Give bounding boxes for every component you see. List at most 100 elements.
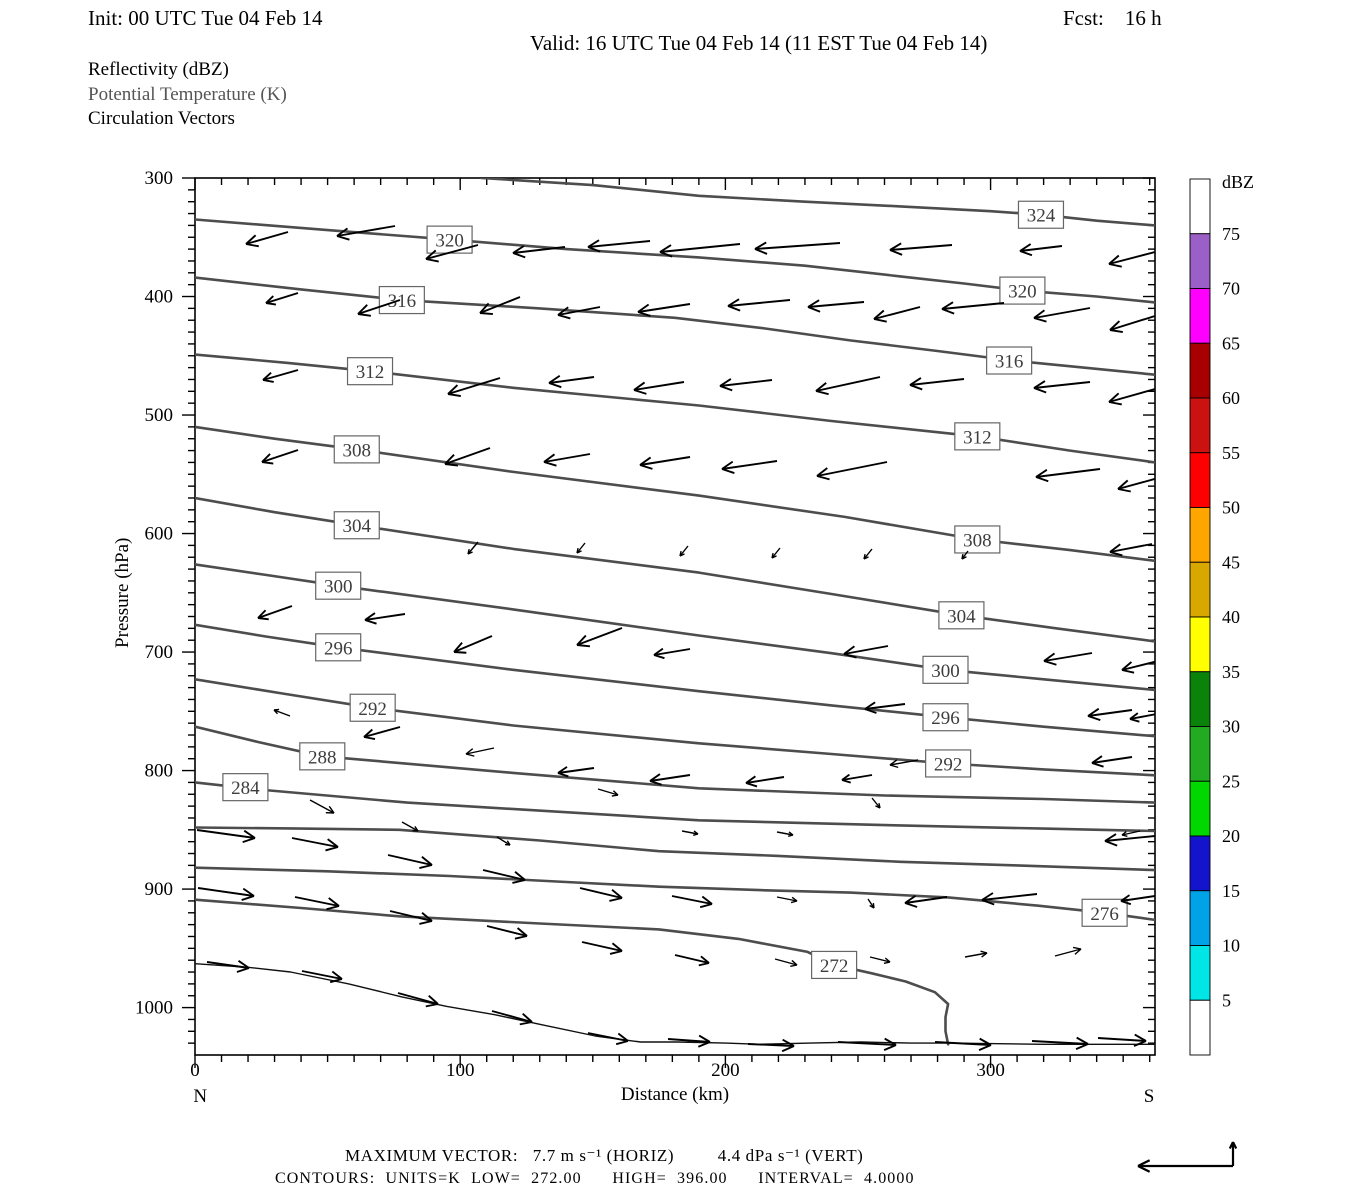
contour-label-text: 312 [963, 427, 992, 448]
vector-arrow [486, 925, 528, 940]
vector-arrow [1091, 755, 1133, 768]
vector-arrow [871, 797, 881, 809]
contour-line-292 [195, 678, 1155, 777]
vector-arrow [496, 836, 511, 846]
contour-line-296 [195, 623, 1155, 738]
colorbar-segment [1189, 835, 1211, 892]
x-tick-label: 200 [711, 1060, 740, 1081]
vector-arrow [816, 461, 888, 481]
contour-label-text: 304 [947, 606, 976, 627]
vector-arrow [904, 895, 948, 908]
vector-arrow [1043, 652, 1093, 666]
vector-arrow [557, 766, 595, 778]
contour-line-276 [195, 866, 1155, 922]
y-tick-label: 800 [145, 761, 174, 782]
vector-arrow [633, 381, 685, 395]
contour-label-text: 276 [1090, 904, 1119, 925]
contour-lines [195, 178, 1155, 1046]
vector-arrow [1087, 707, 1133, 722]
axes: 0 100 200 300 300 400 500 600 700 800 900 1000 Dista… [112, 168, 1156, 1107]
vector-arrow [389, 910, 433, 925]
vector-arrow [467, 541, 479, 555]
vector-arrow [659, 243, 741, 258]
contour-label-box [938, 601, 985, 630]
contour-label-box [346, 357, 394, 386]
vector-arrow [841, 773, 873, 784]
colorbar-tick-label: 15 [1222, 881, 1240, 901]
reference-vector-legend [1137, 1141, 1238, 1173]
contour-label-box [315, 571, 362, 600]
vector-arrow [1109, 543, 1153, 557]
vector-arrow [719, 378, 773, 392]
contour-label-text: 296 [324, 638, 353, 659]
contour-label-text: 300 [931, 661, 960, 682]
colorbar-segment [1189, 726, 1211, 782]
vector-arrow [674, 954, 710, 967]
vector-arrow [1120, 894, 1155, 906]
vector-arrow [679, 545, 689, 557]
colorbar-segment [1189, 288, 1211, 344]
vector-arrow [639, 456, 691, 470]
vector-arrow [597, 788, 619, 797]
vector-arrow [867, 898, 875, 909]
contour-label-box [315, 633, 362, 662]
contour-label-box [1081, 898, 1128, 927]
vector-arrow [745, 775, 785, 788]
vector-arrow [548, 374, 595, 389]
vector-arrow [1117, 477, 1155, 493]
contour-line-284 [195, 781, 1155, 833]
vector-field [196, 225, 1155, 1053]
contour-label-text: 320 [1008, 282, 1037, 303]
colorbar-segment [1189, 945, 1211, 1001]
vector-arrow [964, 950, 988, 958]
vector-arrow [1108, 251, 1155, 268]
vector-arrow [197, 887, 255, 901]
vector-arrow [863, 548, 873, 560]
vector-arrow [864, 701, 906, 714]
contour-label-box [922, 703, 969, 732]
contour-label-box [333, 435, 380, 464]
contour-label-text: 292 [934, 754, 963, 775]
colorbar-tick-label: 75 [1222, 224, 1240, 244]
contour-labels: 320 316 312 308 304 300 296 292 288 284 324 320 316 3… [222, 200, 1128, 980]
vector-arrow [649, 773, 691, 786]
y-tick-label: 900 [145, 879, 174, 900]
x-axis-title: Distance (km) [621, 1084, 729, 1105]
plot-border [194, 177, 1156, 1056]
vector-arrow [265, 292, 299, 306]
vector-arrow [1121, 660, 1155, 674]
vector-arrow [1109, 315, 1155, 333]
field-label-reflectivity: Reflectivity (dBZ) [88, 59, 229, 80]
vector-arrow [869, 956, 891, 965]
surface-line [195, 963, 1155, 1045]
contour-label-text: 292 [358, 699, 387, 720]
colorbar-tick-label: 45 [1222, 552, 1240, 572]
contour-label-box [299, 742, 346, 771]
vector-arrow [364, 612, 406, 625]
vector-arrow [587, 239, 651, 253]
vector-arrow [961, 550, 969, 560]
colorbar-segment [1189, 397, 1211, 454]
vector-arrow [721, 460, 778, 474]
y-tick-label: 1000 [135, 998, 173, 1019]
colorbar-segment [1189, 616, 1211, 673]
vector-arrow [387, 854, 433, 869]
vector-arrow [245, 231, 289, 248]
contour-label-box [922, 655, 969, 684]
vector-arrow [747, 1038, 795, 1053]
colorbar-tick-label: 35 [1222, 662, 1240, 682]
init-time-label: Init: 00 UTC Tue 04 Feb 14 [88, 6, 323, 30]
vector-arrow [401, 821, 419, 832]
vector-arrow [1137, 1159, 1233, 1173]
vector-arrow [889, 759, 919, 769]
vector-arrow [1054, 946, 1082, 957]
vector-arrow [447, 377, 501, 398]
contour-line-300 [195, 563, 1155, 692]
vector-arrow [512, 245, 566, 259]
x-tick-label: 300 [976, 1060, 1005, 1081]
vector-arrow [465, 747, 495, 757]
vector-arrow [1031, 1036, 1089, 1051]
colorbar-title: dBZ [1222, 172, 1254, 192]
vector-arrow [262, 369, 299, 383]
vector-arrow [1033, 307, 1091, 323]
